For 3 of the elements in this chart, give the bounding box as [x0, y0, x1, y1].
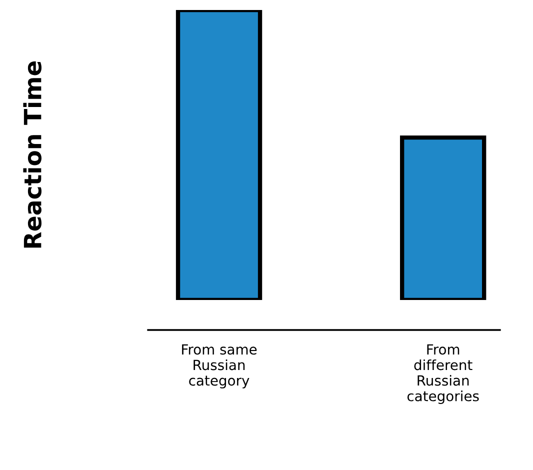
y-axis-title: Reaction Time: [23, 61, 42, 248]
x-tick-label: From different Russian categories: [407, 344, 479, 404]
x-tick-label: From same Russian category: [182, 344, 257, 388]
